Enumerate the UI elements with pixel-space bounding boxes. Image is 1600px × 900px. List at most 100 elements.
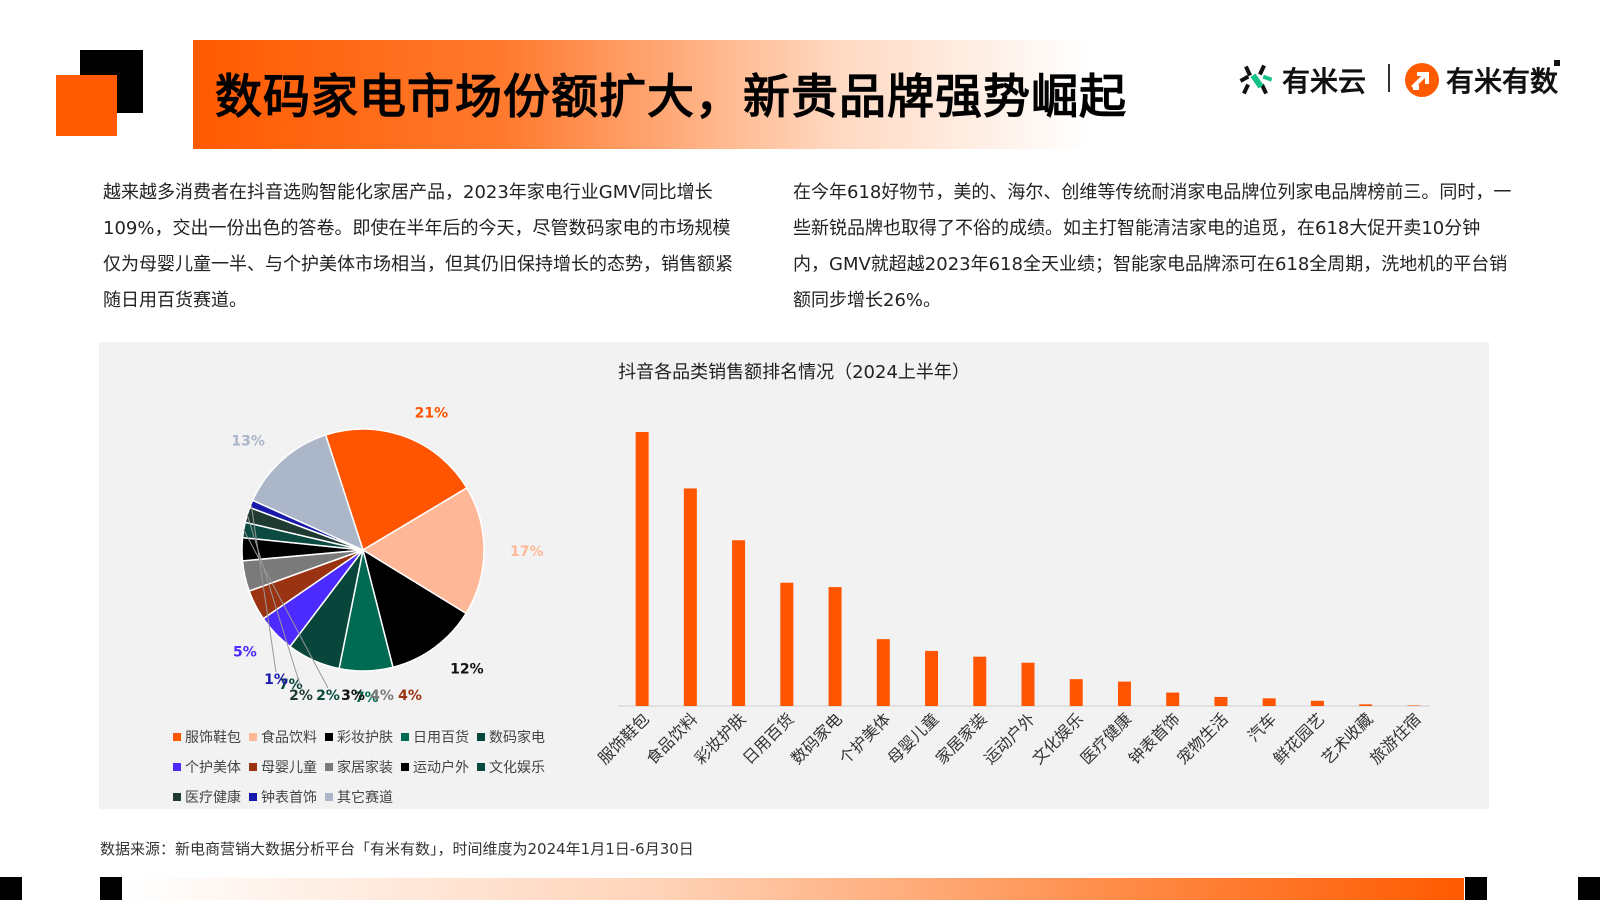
legend-swatch <box>249 763 257 771</box>
bar-category-label: 运动户外 <box>980 709 1039 768</box>
bar-category-label: 医疗健康 <box>1077 709 1136 768</box>
bar <box>1214 696 1228 706</box>
pie-data-label: 12% <box>450 661 484 677</box>
pie-data-label: 1% <box>264 672 288 688</box>
footer-gradient-bar <box>124 878 1464 900</box>
pie-data-label: 21% <box>415 405 449 421</box>
pie-data-label: 17% <box>510 544 544 560</box>
legend-label: 家居家装 <box>337 760 393 776</box>
legend-row: 医疗健康 钟表首饰 其它赛道 <box>173 782 593 812</box>
pie-data-label: 13% <box>231 434 265 450</box>
bar-category-label: 家居家装 <box>932 709 991 768</box>
legend-label: 钟表首饰 <box>261 790 317 806</box>
pie-leader-line <box>246 514 302 689</box>
bar-chart: 服饰鞋包食品饮料彩妆护肤日用百货数码家电个护美体母婴儿童家居家装运动户外文化娱乐… <box>594 432 1430 768</box>
pie-leader-line <box>250 503 277 673</box>
legend-label: 彩妆护肤 <box>337 730 393 746</box>
title-band <box>193 40 1233 149</box>
brand-separator <box>1388 64 1390 92</box>
pie-data-label: 2% <box>289 688 313 704</box>
brand-secondary-name: 有米有数 <box>1446 65 1559 98</box>
legend-row: 个护美体 母婴儿童 家居家装 运动户外 文化娱乐 <box>173 752 593 782</box>
pie-data-label: 7% <box>355 690 379 706</box>
brand-dot <box>1554 60 1560 66</box>
page-title: 数码家电市场份额扩大，新贵品牌强势崛起 <box>215 70 1127 125</box>
legend-item: 彩妆护肤 <box>325 727 393 747</box>
pie-data-label: 4% <box>398 688 422 704</box>
chart-panel: 抖音各品类销售额排名情况（2024上半年） 21% 17% 12% 7% 7% 5% 13%… <box>99 342 1489 809</box>
legend-swatch <box>173 733 181 741</box>
bar-category-label: 艺术收藏 <box>1318 709 1377 768</box>
legend-label: 服饰鞋包 <box>185 730 241 746</box>
legend-item: 医疗健康 <box>173 787 241 807</box>
legend-swatch <box>401 733 409 741</box>
bar-category-label: 服饰鞋包 <box>594 709 653 768</box>
chart-title: 抖音各品类销售额排名情况（2024上半年） <box>618 362 970 383</box>
bar-category-label: 鲜花园艺 <box>1270 709 1329 768</box>
legend-swatch <box>173 793 181 801</box>
pie-data-label: 5% <box>233 645 257 661</box>
legend-item: 数码家电 <box>477 727 545 747</box>
bar-category-label: 食品饮料 <box>642 709 701 768</box>
legend-label: 日用百货 <box>413 730 469 746</box>
legend-item: 母婴儿童 <box>249 757 317 777</box>
legend-swatch <box>325 733 333 741</box>
brand-youmiyun: 有米云 <box>1236 60 1366 100</box>
footer-block-black-left <box>100 877 122 900</box>
legend-item: 日用百货 <box>401 727 469 747</box>
footer-block-black-right <box>1465 877 1487 900</box>
bar-category-label: 旅游住宿 <box>1366 709 1425 768</box>
bar <box>1359 704 1373 706</box>
bar <box>1407 705 1421 706</box>
legend-swatch <box>477 763 485 771</box>
pie-chart: 21%17%12%7%7%5%13%4%4%3%2%2%1% <box>231 405 544 706</box>
bar <box>1069 679 1083 706</box>
legend-item: 运动户外 <box>401 757 469 777</box>
legend-swatch <box>325 763 333 771</box>
bar-category-label: 个护美体 <box>835 709 894 768</box>
legend-label: 其它赛道 <box>337 790 393 806</box>
legend-swatch <box>401 763 409 771</box>
bar-category-label: 文化娱乐 <box>1028 709 1087 768</box>
pie-data-label: 7% <box>279 677 303 693</box>
bar-category-label: 母婴儿童 <box>884 709 943 768</box>
pie-slice <box>361 548 468 669</box>
logo-block-orange <box>56 75 117 136</box>
bar <box>1262 698 1276 706</box>
paragraph-left: 越来越多消费者在抖音选购智能化家居产品，2023年家电行业GMV同比增长109%… <box>103 182 733 311</box>
bar-category-label: 汽车 <box>1244 709 1280 745</box>
pie-slice <box>324 428 468 552</box>
legend-label: 个护美体 <box>185 760 241 776</box>
legend-item: 个护美体 <box>173 757 241 777</box>
youmiyun-logo-icon <box>1239 64 1273 95</box>
legend-item: 服饰鞋包 <box>173 727 241 747</box>
legend-item: 家居家装 <box>325 757 393 777</box>
bar-category-label: 宠物生活 <box>1173 709 1232 768</box>
footer-block-left <box>0 877 22 900</box>
bar <box>1117 681 1131 706</box>
legend-label: 医疗健康 <box>185 790 241 806</box>
bar <box>780 582 794 706</box>
youmiyoushu-logo-icon <box>1405 63 1439 97</box>
legend-label: 数码家电 <box>489 730 545 746</box>
legend-label: 母婴儿童 <box>261 760 317 776</box>
pie-slice <box>251 433 365 552</box>
bar <box>876 639 890 706</box>
legend-item: 文化娱乐 <box>477 757 545 777</box>
bar-category-label: 钟表首饰 <box>1125 709 1184 768</box>
legend-swatch <box>173 763 181 771</box>
legend-label: 运动户外 <box>413 760 469 776</box>
legend-swatch <box>249 793 257 801</box>
bar <box>828 587 842 706</box>
paragraph-right: 在今年618好物节，美的、海尔、创维等传统耐消家电品牌位列家电品牌榜前三。同时，… <box>793 182 1512 311</box>
bar <box>1021 662 1035 706</box>
data-source-note: 数据来源：新电商营销大数据分析平台「有米有数」，时间维度为2024年1月1日-6… <box>100 840 694 858</box>
legend-swatch <box>325 793 333 801</box>
legend-swatch <box>249 733 257 741</box>
legend-row: 服饰鞋包 食品饮料 彩妆护肤 日用百货 数码家电 <box>173 722 593 752</box>
legend-swatch <box>477 733 485 741</box>
legend-item: 其它赛道 <box>325 787 393 807</box>
bar <box>683 488 697 706</box>
legend-item: 食品饮料 <box>249 727 317 747</box>
legend-label: 食品饮料 <box>261 730 317 746</box>
